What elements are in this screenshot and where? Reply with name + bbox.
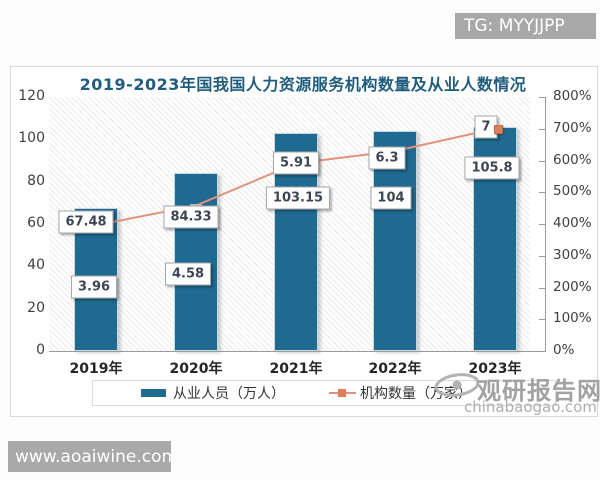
- legend-label-line: 机构数量（万家）: [360, 386, 472, 402]
- site-url-label: www.aoaiwine.com: [15, 446, 179, 467]
- left-axis-tick-label: 80: [27, 172, 45, 189]
- left-axis-tick-label: 60: [27, 215, 45, 231]
- right-axis-tick: [539, 287, 545, 289]
- watermark-domain: chinabaogao.com: [464, 398, 597, 416]
- bar-value-label: 104: [370, 186, 412, 210]
- right-axis-tick-label: 200%: [553, 278, 592, 295]
- left-axis-tick-label: 40: [27, 257, 45, 274]
- watermark-eye-icon: [433, 372, 481, 400]
- legend-label-bar: 从业人员（万人）: [173, 386, 285, 402]
- tg-contact-badge: TG: MYYJJPP: [455, 13, 596, 39]
- x-axis-category-label: 2020年: [169, 361, 223, 377]
- chart-title: 2019-2023年国我国人力资源服务机构数量及从业人数情况: [79, 75, 527, 94]
- right-axis-tick-label: 800%: [553, 88, 592, 104]
- line-point-marker-end: [494, 124, 503, 134]
- right-axis-tick: [539, 128, 545, 130]
- bar-value-label: 105.8: [464, 156, 520, 180]
- right-axis-tick-label: 300%: [553, 246, 592, 263]
- right-axis-tick-label: 700%: [553, 119, 592, 136]
- right-axis-tick: [539, 192, 545, 194]
- line-value-label: 3.96: [70, 275, 118, 299]
- line-value-label: 5.91: [272, 151, 320, 175]
- left-axis-tick-label: 120: [18, 88, 45, 104]
- right-axis-line: [545, 97, 546, 352]
- line-series-marker-icon: [329, 389, 356, 397]
- left-axis-tick-label: 20: [27, 299, 45, 316]
- right-axis-tick-label: 500%: [553, 183, 592, 200]
- legend-item-line: 机构数量（万家）: [329, 381, 472, 405]
- legend-item-bar: 从业人员（万人）: [141, 381, 285, 405]
- x-axis-category-label: 2022年: [368, 361, 422, 377]
- bar-value-label: 84.33: [163, 205, 219, 229]
- left-axis-tick-label: 0: [36, 342, 45, 358]
- site-url-badge: www.aoaiwine.com: [8, 441, 178, 472]
- bar-value-label: 103.15: [265, 186, 331, 210]
- right-axis-tick-label: 600%: [553, 151, 592, 168]
- right-axis-tick: [539, 255, 545, 257]
- x-axis-category-label: 2019年: [69, 361, 123, 377]
- tg-contact-label: TG: MYYJJPP: [464, 16, 565, 36]
- right-axis-tick-label: 400%: [553, 215, 592, 231]
- left-axis-tick-label: 100: [18, 130, 45, 147]
- right-axis-tick: [539, 224, 545, 225]
- line-value-label: 4.58: [164, 262, 212, 286]
- line-value-label: 6.3: [368, 146, 406, 170]
- right-axis-tick: [539, 319, 545, 321]
- right-axis-tick: [539, 160, 545, 162]
- watermark-name: 观研报告网: [477, 377, 600, 405]
- bar-series-swatch-icon: [141, 389, 166, 397]
- bar-value-label: 67.48: [58, 210, 114, 234]
- right-axis-tick-label: 100%: [553, 310, 592, 327]
- right-axis-tick-label: 0%: [553, 342, 575, 358]
- x-axis-category-label: 2023年: [468, 361, 522, 377]
- x-axis-category-label: 2021年: [269, 361, 323, 377]
- right-axis-tick: [539, 97, 545, 98]
- x-axis-line: [49, 351, 546, 352]
